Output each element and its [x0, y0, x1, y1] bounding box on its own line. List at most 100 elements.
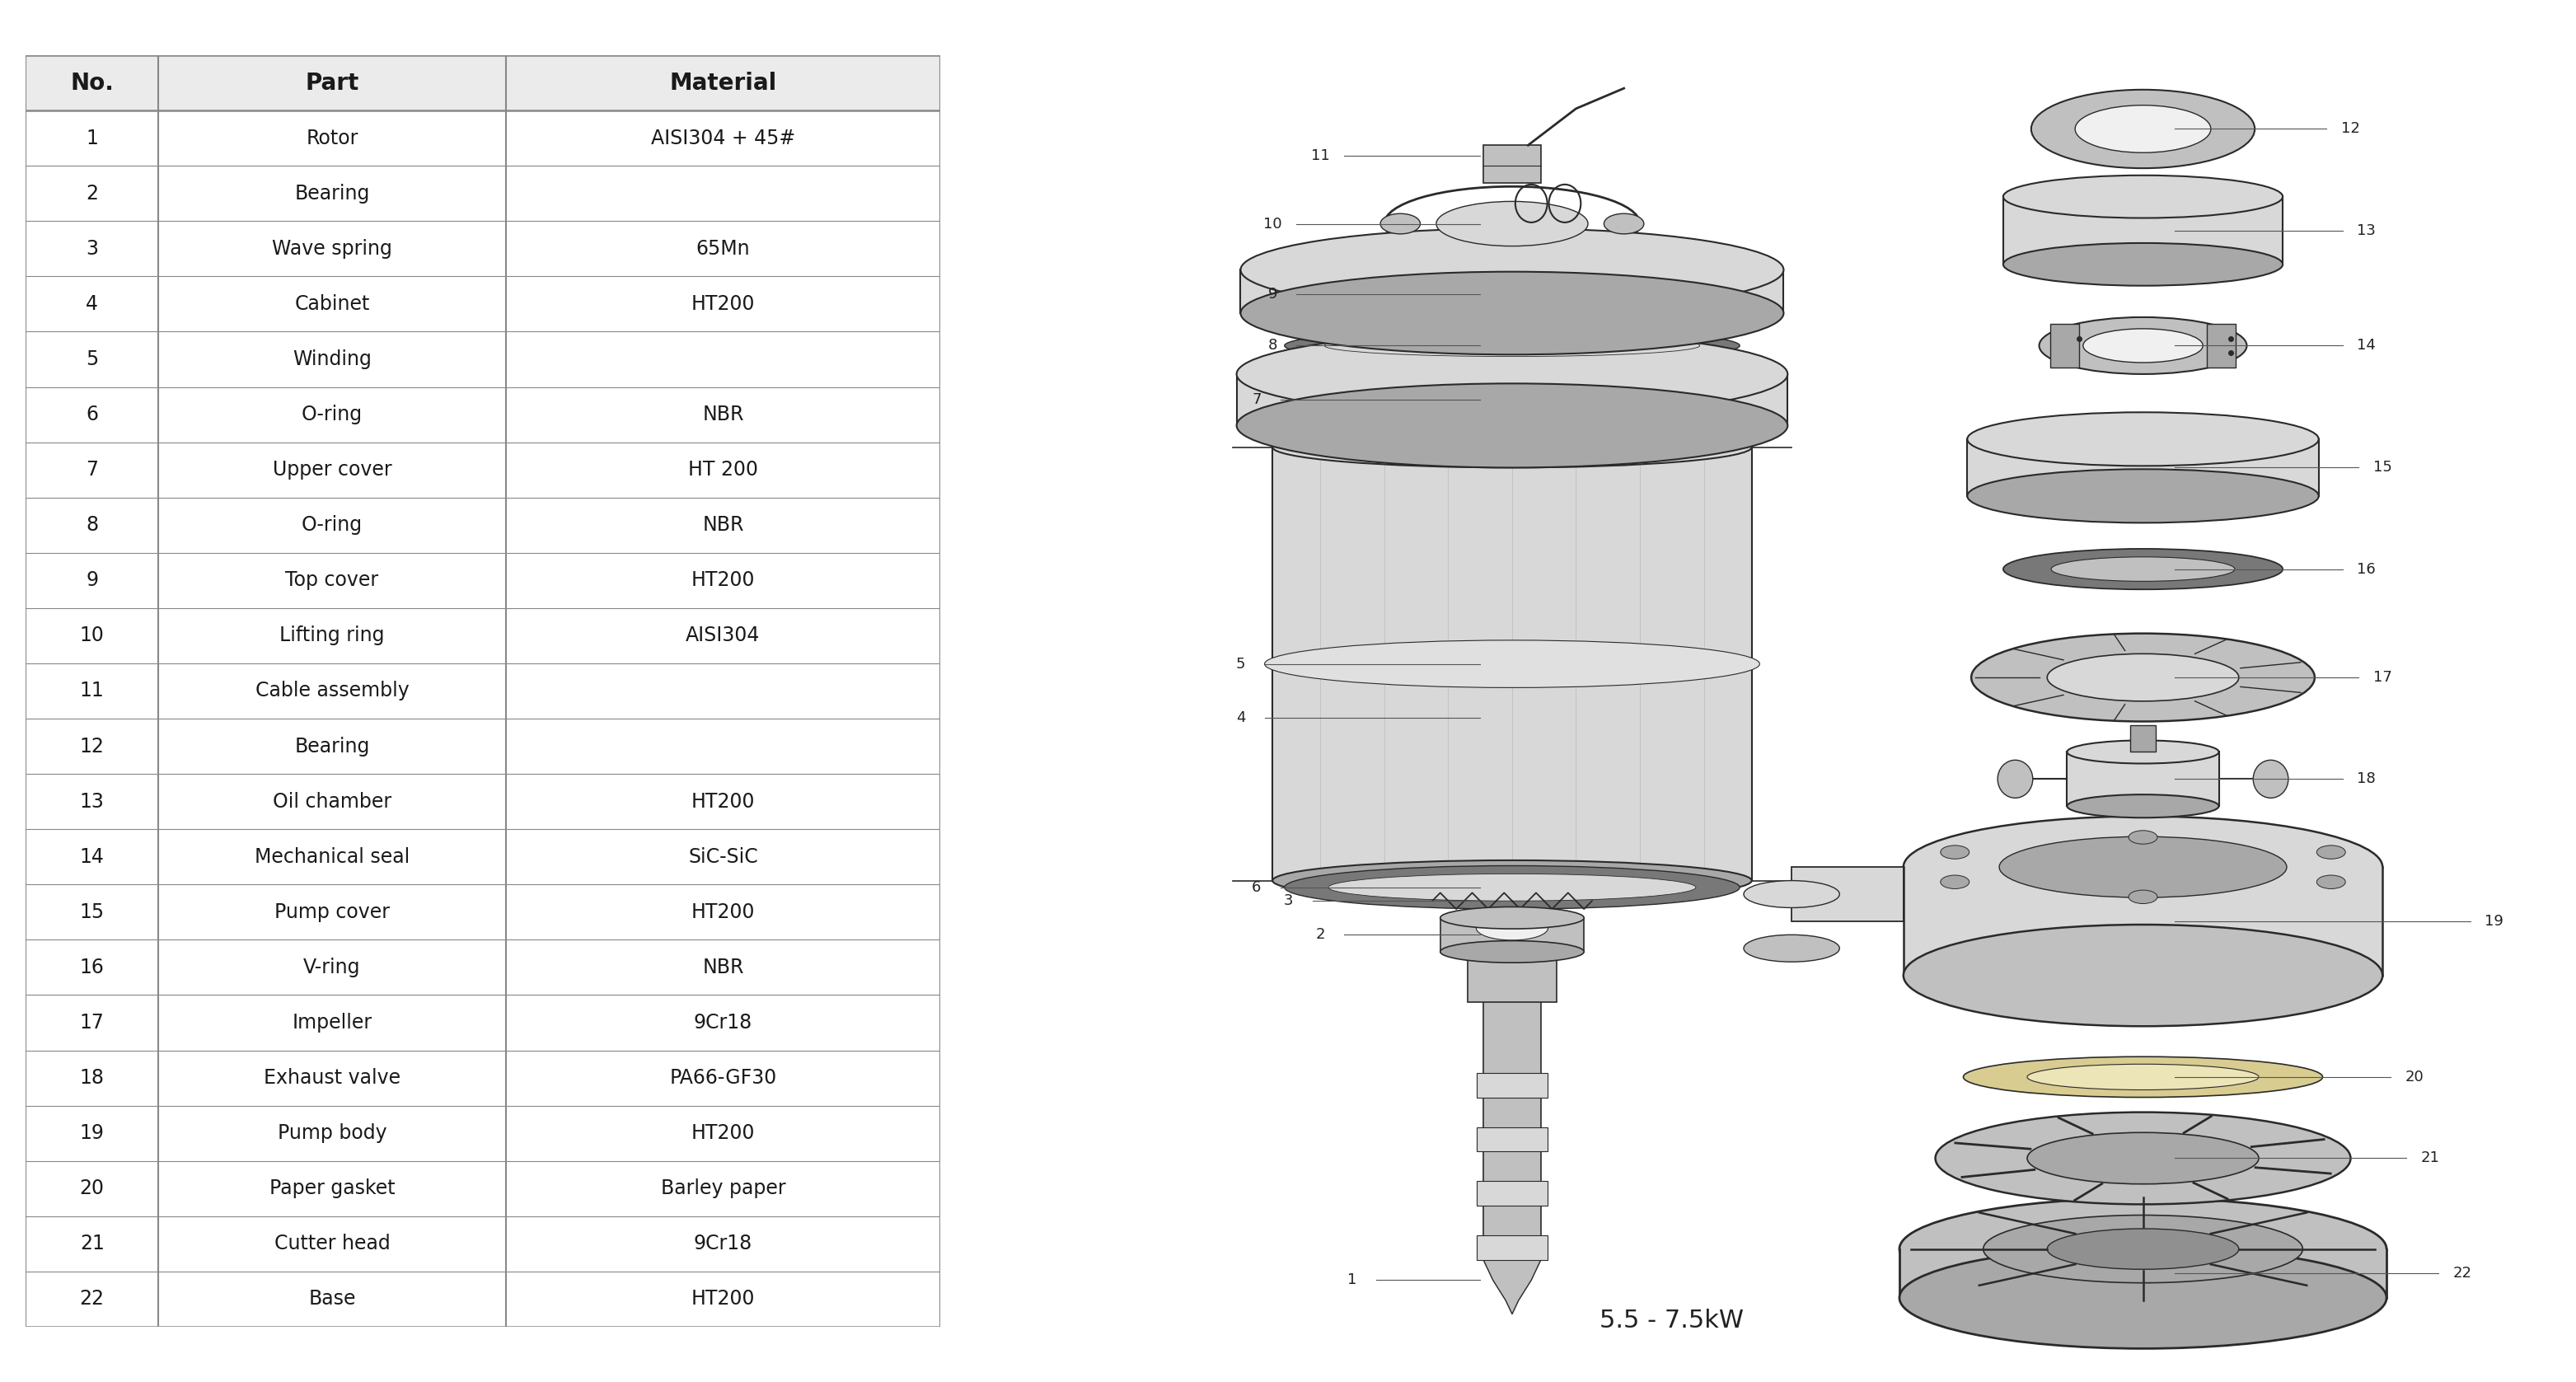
Ellipse shape: [2048, 1229, 2239, 1269]
Text: Part: Part: [304, 72, 358, 94]
Text: PA66-GF30: PA66-GF30: [670, 1068, 778, 1088]
Text: Winding: Winding: [294, 350, 371, 369]
Text: 17: 17: [2372, 670, 2393, 685]
Bar: [1904, 867, 2383, 976]
Text: AISI304 + 45#: AISI304 + 45#: [652, 129, 796, 148]
Text: Base: Base: [309, 1289, 355, 1309]
Bar: [2050, 323, 2079, 368]
Ellipse shape: [2048, 654, 2239, 701]
Ellipse shape: [1968, 468, 2318, 522]
Ellipse shape: [2316, 875, 2347, 889]
Ellipse shape: [1984, 1215, 2303, 1282]
Text: Impeller: Impeller: [291, 1013, 371, 1032]
Text: 18: 18: [80, 1068, 106, 1088]
Ellipse shape: [2066, 741, 2218, 763]
Bar: [1899, 1249, 2385, 1298]
Text: 6: 6: [85, 405, 98, 424]
Polygon shape: [1484, 1260, 1540, 1314]
Ellipse shape: [1273, 427, 1752, 467]
Text: HT200: HT200: [690, 571, 755, 590]
Bar: [1242, 269, 1783, 314]
Text: 20: 20: [80, 1179, 106, 1198]
Text: 22: 22: [80, 1289, 106, 1309]
Ellipse shape: [2004, 243, 2282, 286]
Ellipse shape: [2316, 846, 2347, 860]
Ellipse shape: [2084, 329, 2202, 362]
Ellipse shape: [2066, 795, 2218, 818]
Text: 17: 17: [80, 1013, 106, 1032]
Ellipse shape: [1690, 392, 1718, 406]
Text: No.: No.: [70, 72, 113, 94]
Text: NBR: NBR: [703, 958, 744, 977]
Bar: [2208, 323, 2236, 368]
Text: 14: 14: [2357, 339, 2375, 352]
Ellipse shape: [2004, 176, 2282, 218]
Bar: [1790, 867, 1904, 922]
Ellipse shape: [1437, 202, 1587, 246]
Text: 9Cr18: 9Cr18: [693, 1013, 752, 1032]
Ellipse shape: [1940, 875, 1968, 889]
Ellipse shape: [2050, 557, 2236, 582]
Ellipse shape: [1273, 860, 1752, 901]
Bar: [1484, 145, 1540, 182]
Text: 5: 5: [1236, 656, 1244, 672]
Ellipse shape: [1625, 392, 1654, 406]
Text: Lifting ring: Lifting ring: [281, 626, 384, 645]
Text: 19: 19: [2486, 914, 2504, 929]
Ellipse shape: [1744, 934, 1839, 962]
Bar: [505, 55, 940, 111]
Bar: [2066, 752, 2218, 806]
Text: 3: 3: [85, 239, 98, 258]
Text: 4: 4: [1236, 710, 1244, 726]
Text: 9Cr18: 9Cr18: [693, 1234, 752, 1253]
Bar: [1440, 918, 1584, 952]
Text: 4: 4: [85, 294, 98, 314]
Text: HT200: HT200: [690, 1289, 755, 1309]
Text: Exhaust valve: Exhaust valve: [263, 1068, 399, 1088]
Ellipse shape: [1744, 880, 1839, 908]
Ellipse shape: [1476, 916, 1548, 940]
Ellipse shape: [1940, 846, 1968, 860]
Text: 13: 13: [80, 792, 106, 811]
Text: HT200: HT200: [690, 294, 755, 314]
Ellipse shape: [1996, 760, 2032, 797]
Text: 9: 9: [1267, 286, 1278, 301]
Ellipse shape: [2004, 177, 2282, 217]
Ellipse shape: [2076, 105, 2210, 152]
Ellipse shape: [1904, 817, 2383, 918]
Bar: [2004, 196, 2282, 264]
Text: Paper gasket: Paper gasket: [270, 1179, 394, 1198]
Ellipse shape: [1968, 422, 2318, 456]
Text: V-ring: V-ring: [304, 958, 361, 977]
Ellipse shape: [1236, 332, 1788, 416]
Text: 21: 21: [2421, 1151, 2439, 1165]
Text: 16: 16: [2357, 561, 2375, 576]
Bar: [157, 55, 505, 111]
Ellipse shape: [1963, 1057, 2324, 1097]
Text: SiC-SiC: SiC-SiC: [688, 847, 757, 867]
Text: Rotor: Rotor: [307, 129, 358, 148]
Ellipse shape: [1236, 383, 1788, 467]
Text: 16: 16: [80, 958, 106, 977]
Ellipse shape: [2030, 90, 2254, 169]
Text: 14: 14: [80, 847, 106, 867]
Ellipse shape: [1285, 865, 1739, 909]
Text: Bearing: Bearing: [294, 737, 371, 756]
Bar: [1468, 948, 1556, 1002]
Text: 20: 20: [2406, 1070, 2424, 1085]
Bar: [26, 55, 157, 111]
Text: Barley paper: Barley paper: [659, 1179, 786, 1198]
Ellipse shape: [2254, 760, 2287, 797]
Ellipse shape: [1242, 272, 1783, 355]
Ellipse shape: [1904, 925, 2383, 1027]
Ellipse shape: [1971, 633, 2316, 721]
Text: 7: 7: [85, 460, 98, 480]
Text: Cutter head: Cutter head: [273, 1234, 389, 1253]
Bar: [1484, 962, 1540, 1260]
Text: Upper cover: Upper cover: [273, 460, 392, 480]
Text: Bearing: Bearing: [294, 184, 371, 203]
Ellipse shape: [2128, 831, 2156, 844]
Text: Material: Material: [670, 72, 778, 94]
Text: 8: 8: [1267, 339, 1278, 352]
Text: O-ring: O-ring: [301, 405, 363, 424]
